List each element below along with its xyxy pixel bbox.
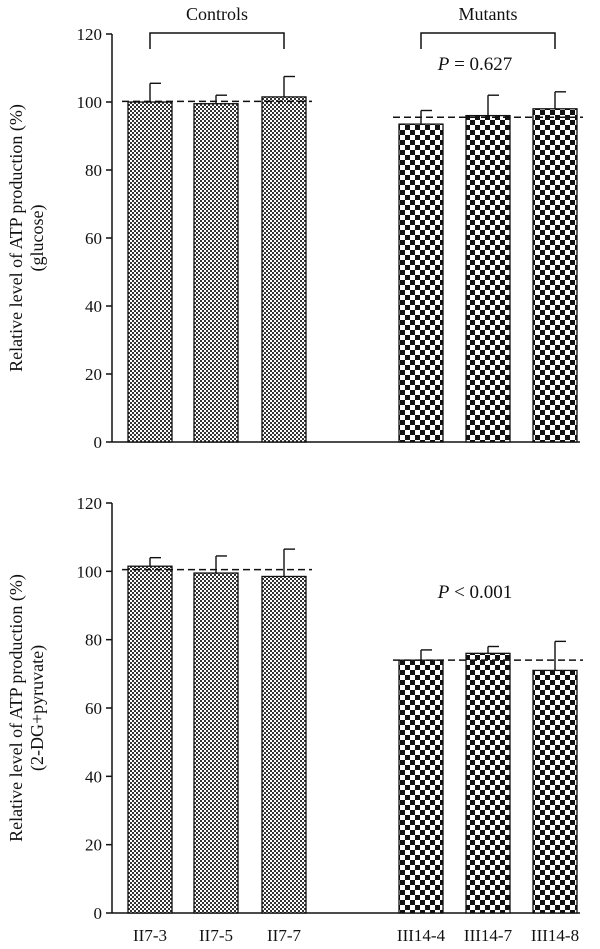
x-tick-label: II7-7 [267, 926, 301, 945]
y-axis-subtitle: (2-DG+pyruvate) [27, 645, 48, 771]
y-tick-label: 0 [94, 904, 103, 923]
p-value-text: = 0.627 [449, 54, 512, 75]
group-label-controls: Controls [186, 4, 248, 24]
y-tick-label: 40 [85, 297, 102, 316]
p-symbol: P [437, 582, 450, 603]
group-bracket [420, 32, 556, 49]
y-tick-label: 40 [85, 767, 102, 786]
y-axis-title: Relative level of ATP production (%) [6, 104, 27, 372]
p-symbol: P [437, 54, 450, 75]
bar-II7-7 [261, 575, 307, 914]
x-tick-label: III14-7 [464, 926, 513, 945]
group-bracket [149, 32, 285, 49]
y-tick-label: 120 [77, 25, 103, 44]
bar-II7-5 [193, 103, 239, 443]
x-tick-label: III14-8 [531, 926, 579, 945]
panel-top-glucose: 0 20 40 60 80 100 120 Relative level of ATP pro… [6, 4, 583, 452]
bar-III14-7 [465, 114, 511, 443]
y-tick-label: 100 [77, 93, 103, 112]
bar-II7-7 [261, 96, 307, 443]
x-tick-label: II7-5 [199, 926, 233, 945]
y-tick-label: 60 [85, 699, 102, 718]
bar-II7-5 [193, 572, 239, 914]
y-tick-label: 20 [85, 365, 102, 384]
y-tick-label: 100 [77, 562, 103, 581]
x-tick-label: III14-4 [397, 926, 446, 945]
bar-III14-4 [398, 659, 444, 914]
y-axis-subtitle: (glucose) [27, 205, 48, 272]
panel-bottom-2dg-pyruvate: 0 20 40 60 80 100 120 Relative level of ATP pro… [6, 494, 583, 945]
p-value-text: < 0.001 [449, 582, 512, 603]
p-value-annotation: P < 0.001 [437, 582, 513, 603]
bar-II7-3 [127, 101, 173, 443]
y-tick-label: 20 [85, 836, 102, 855]
y-tick-label: 60 [85, 229, 102, 248]
y-tick-label: 0 [94, 433, 103, 452]
bar-III14-7 [465, 652, 511, 914]
y-tick-label: 80 [85, 631, 102, 650]
bar-III14-4 [398, 123, 444, 443]
y-tick-label: 80 [85, 161, 102, 180]
bar-II7-3 [127, 565, 173, 914]
y-tick-label: 120 [77, 494, 103, 513]
p-value-annotation: P = 0.627 [437, 54, 513, 75]
y-axis-title: Relative level of ATP production (%) [6, 574, 27, 842]
bar-III14-8 [532, 669, 578, 914]
x-tick-label: II7-3 [133, 926, 167, 945]
bar-III14-8 [532, 108, 578, 443]
group-label-mutants: Mutants [458, 4, 517, 24]
